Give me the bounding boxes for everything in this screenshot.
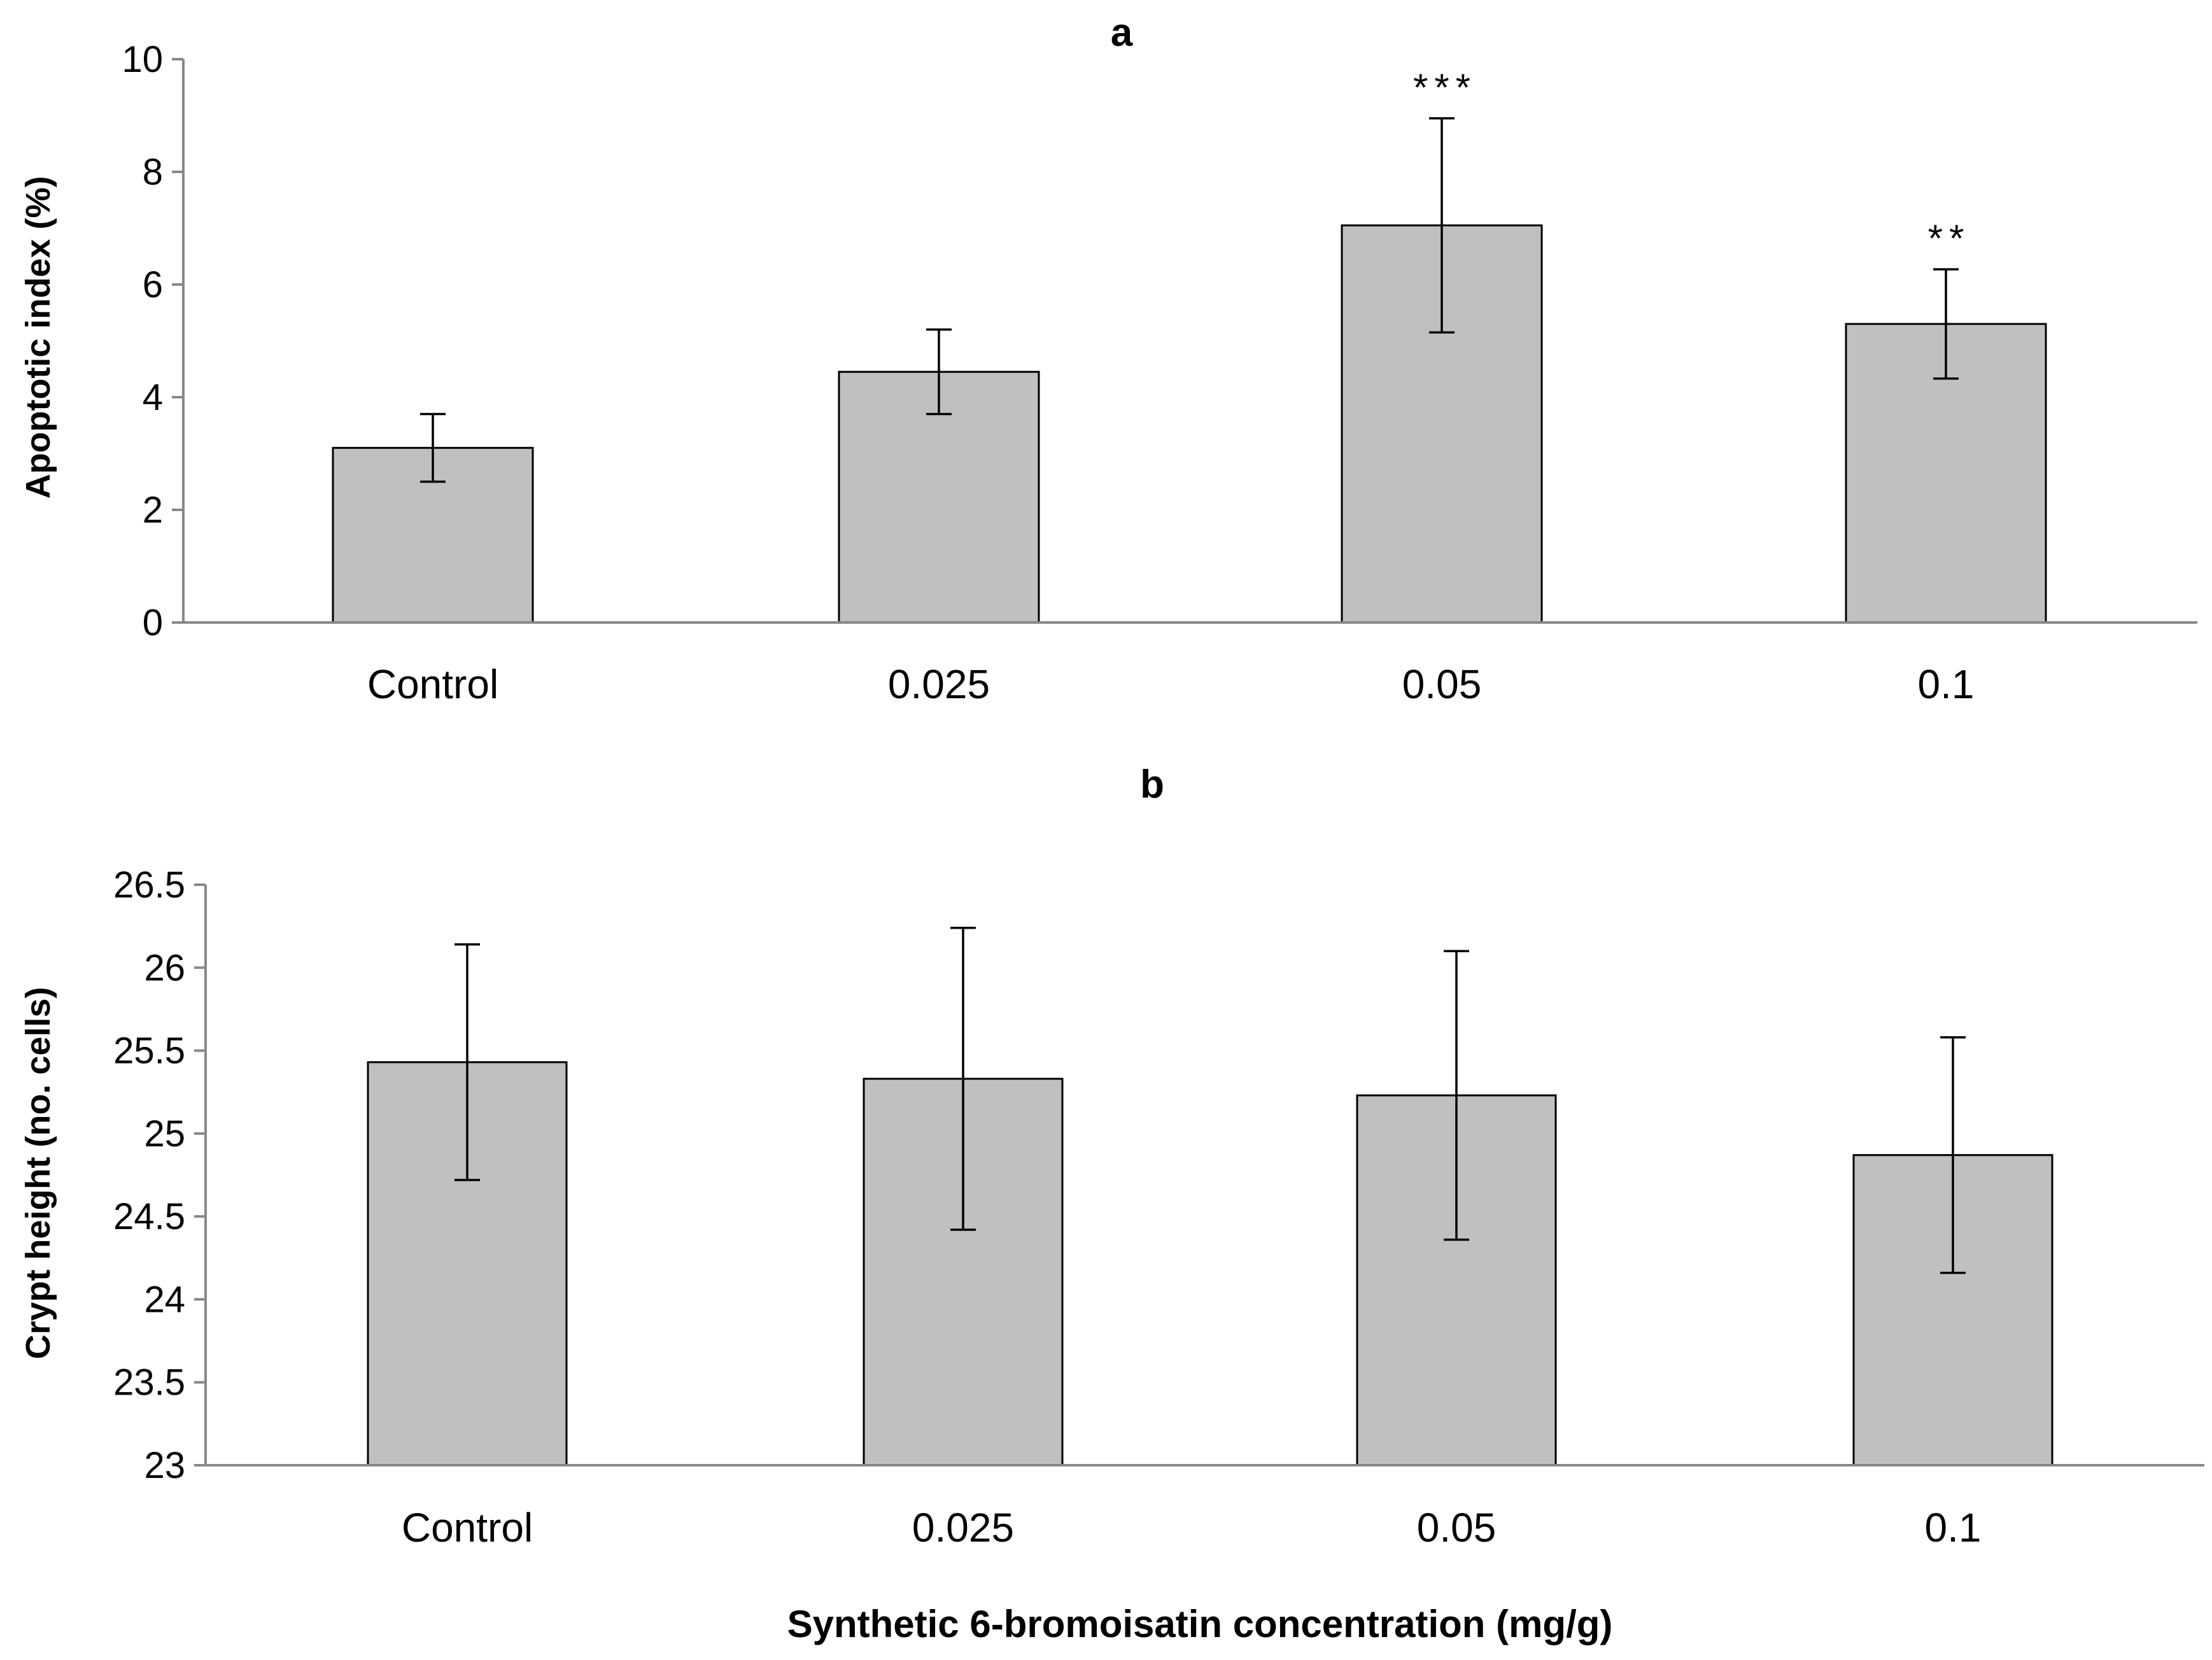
y-tick-label: 25.5 [113,1030,185,1072]
panel-b-y-axis-label: Crypt height (no. cells) [19,987,57,1359]
panel-a-x-axis: Control 0.025 0.05 0.1 [183,621,2197,707]
y-tick-label: 2 [143,489,163,531]
y-tick-label: 24.5 [113,1196,185,1237]
error-bar [1444,950,1469,1241]
category-label: 0.05 [1417,1505,1497,1551]
panel-a-title: a [1111,11,1133,55]
panel-a-y-axis: 0 2 4 6 8 10 [122,39,185,644]
category-label: 0.1 [1918,661,1975,707]
significance-label: ** [1928,217,1971,260]
panel-b-x-axis: Control 0.025 0.05 0.1 [206,1464,2204,1551]
y-tick-label: 23.5 [113,1362,185,1403]
panel-a-significance-labels: ***** [1413,66,1971,260]
panel-a-y-axis-label: Apoptotic index (%) [19,176,57,499]
panel-b: b Crypt height (no. cells) 2323.52424.52… [19,763,2204,1645]
error-bar [1940,1036,1966,1274]
y-tick-label: 25 [144,1113,185,1155]
y-tick-label: 4 [143,377,163,418]
y-tick-label: 8 [143,151,163,193]
y-tick-label: 26.5 [113,864,185,906]
panel-b-x-axis-label: Synthetic 6-bromoisatin concentration (m… [787,1603,1613,1645]
error-bar [950,926,976,1231]
category-label: 0.025 [888,661,990,707]
error-bar [420,412,446,483]
category-label: 0.1 [1925,1505,1982,1551]
panel-b-y-axis: 23 23.5 24 24.5 25 25.5 26 26.5 [113,864,207,1486]
error-bar [454,943,480,1181]
y-tick-label: 23 [144,1445,185,1486]
y-tick-label: 26 [144,947,185,988]
panel-b-title: b [1140,763,1164,806]
panel-b-error-bars [454,926,1966,1274]
category-label: Control [402,1505,533,1551]
panel-a-error-bars [420,117,1959,483]
significance-label: *** [1413,66,1477,109]
y-tick-label: 10 [122,39,163,80]
error-bar [1933,268,1959,380]
category-label: 0.025 [912,1505,1014,1551]
category-label: Control [367,661,498,707]
y-tick-label: 24 [144,1279,185,1320]
y-tick-label: 6 [143,264,163,306]
y-tick-label: 0 [143,602,163,644]
error-bar [926,328,952,416]
category-label: 0.05 [1402,661,1482,707]
error-bar [1429,117,1455,334]
panel-a-bars [332,224,2047,624]
